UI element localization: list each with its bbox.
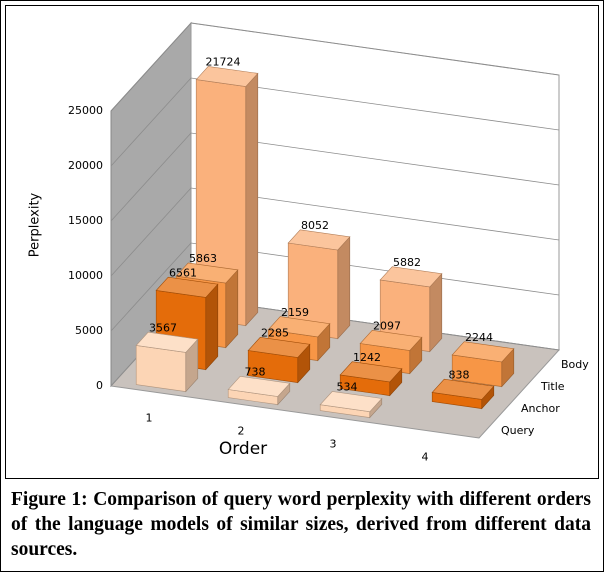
bar-side [205, 283, 219, 371]
x-tick-label: 1 [146, 412, 153, 425]
y-tick-label: 15000 [68, 214, 103, 227]
bar [195, 66, 259, 327]
bar-top [287, 229, 351, 251]
bar-side [337, 236, 351, 340]
bar-side [245, 72, 259, 327]
value-label: 21724 [206, 56, 241, 69]
bar [227, 375, 291, 406]
bar-top [267, 316, 331, 338]
value-label: 2285 [261, 326, 289, 339]
value-label: 8052 [301, 219, 329, 232]
bar-front [135, 345, 187, 392]
y-tick-label: 0 [96, 379, 103, 392]
bar-side [429, 272, 443, 353]
value-label: 2159 [281, 306, 309, 319]
grid-line [110, 22, 560, 112]
bar [287, 229, 351, 340]
bar-top [135, 331, 199, 353]
x-tick-label: 2 [238, 425, 245, 438]
bar [319, 391, 383, 419]
bar-top [247, 336, 311, 358]
value-label: 838 [449, 368, 470, 381]
depth-label: Body [561, 358, 589, 371]
bar [135, 331, 199, 393]
bar-top [195, 66, 259, 87]
bar-top [359, 329, 423, 351]
y-tick-label: 20000 [68, 159, 103, 172]
value-label: 534 [337, 381, 358, 394]
bar [431, 378, 495, 410]
value-label: 1242 [353, 351, 381, 364]
bar-top [431, 378, 495, 400]
bar-top [339, 361, 403, 383]
y-tick-label: 5000 [75, 324, 103, 337]
chart: Perplexity Order 0 5000 10000 15000 20000 250… [5, 5, 599, 479]
y-tick-label: 25000 [68, 104, 103, 117]
bar-top [155, 276, 219, 298]
depth-label: Title [540, 380, 565, 393]
depth-label: Anchor [521, 402, 560, 415]
y-axis-title: Perplexity [28, 192, 43, 257]
x-axis-title: Order [219, 439, 267, 459]
value-label: 2097 [373, 319, 401, 332]
value-label: 5882 [393, 256, 421, 269]
y-tick-label: 10000 [68, 269, 103, 282]
value-label: 5863 [189, 252, 217, 265]
value-label: 3567 [149, 321, 177, 334]
value-label: 738 [245, 365, 266, 378]
value-label: 2244 [465, 331, 493, 344]
bar-top [379, 266, 443, 288]
x-tick-label: 3 [330, 438, 337, 451]
grid-line [110, 132, 560, 222]
value-label: 6561 [169, 266, 197, 279]
grid-line [110, 77, 560, 167]
caption: Figure 1: Comparison of query word perpl… [11, 489, 591, 560]
bar-top [175, 262, 239, 284]
bar [247, 336, 311, 384]
bar [451, 341, 515, 388]
grid-line [110, 187, 560, 277]
x-tick-label: 4 [422, 451, 429, 464]
depth-label: Query [501, 424, 535, 437]
bar [339, 361, 403, 397]
bar-top [227, 375, 291, 397]
bar-top [451, 341, 515, 363]
bar-top [319, 391, 383, 413]
